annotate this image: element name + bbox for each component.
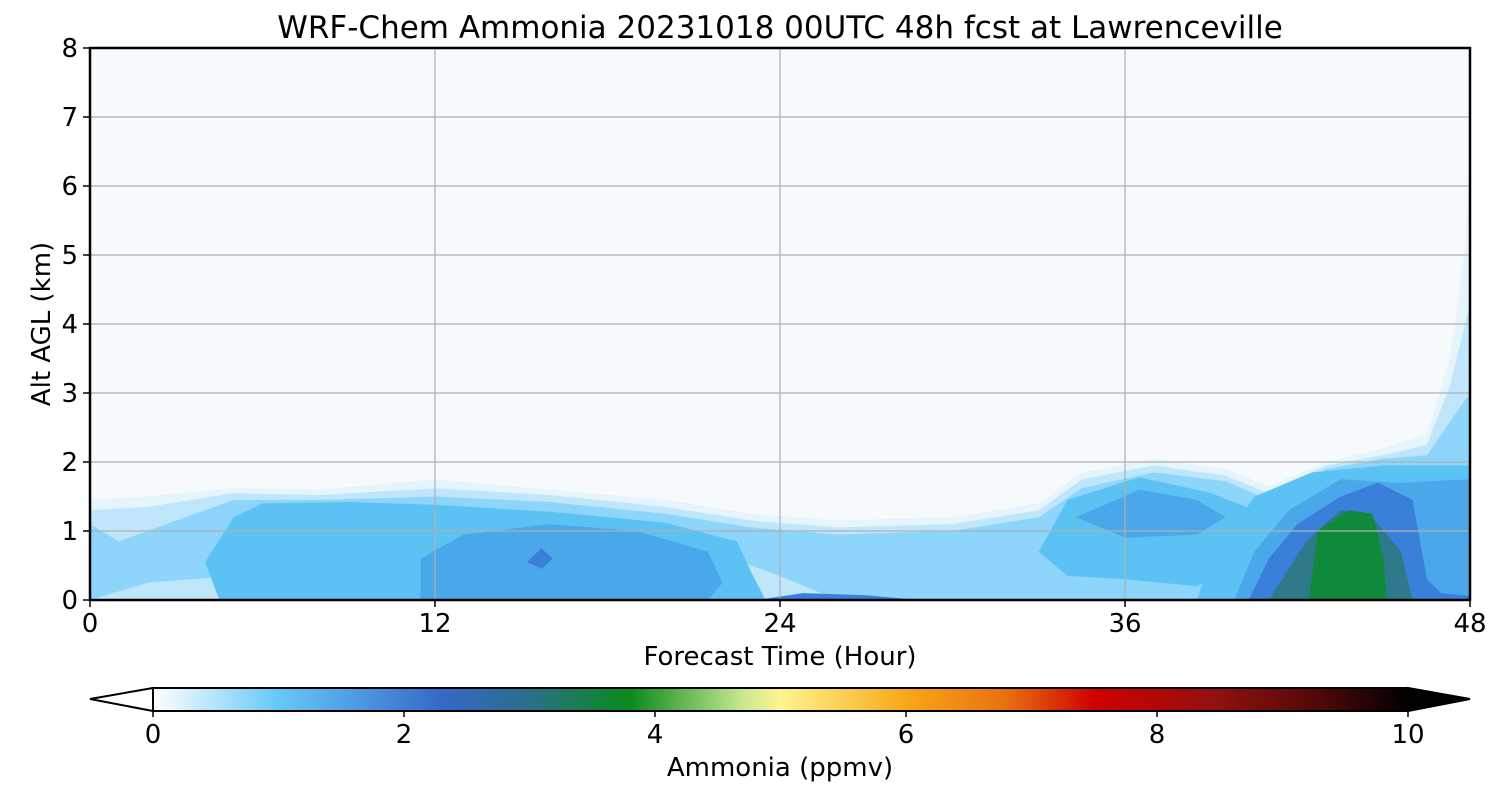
y-tick-label: 4: [61, 310, 78, 340]
colorbar-gradient: [152, 687, 1409, 712]
x-axis-label: Forecast Time (Hour): [643, 642, 916, 672]
y-axis-label: Alt AGL (km): [27, 242, 57, 406]
colorbar-label: Ammonia (ppmv): [667, 753, 893, 783]
y-tick-label: 6: [61, 172, 78, 202]
contour-region-green: [1309, 510, 1387, 600]
colorbar-tick-label: 2: [396, 720, 413, 750]
colorbar: 0 2 4 6 8 10 Ammonia (ppmv): [89, 686, 1471, 783]
x-tick-label: 12: [418, 609, 451, 639]
colorbar-tick-label: 10: [1391, 720, 1424, 750]
contour-region-blue: [1076, 489, 1226, 538]
y-axis-ticks: 0 1 2 3 4 5 6 7 8: [61, 34, 90, 616]
contour-region-blue: [420, 524, 723, 600]
contour-region-darkblue: [757, 593, 918, 600]
x-tick-label: 24: [763, 609, 796, 639]
y-tick-label: 7: [61, 103, 78, 133]
colorbar-tick-label: 0: [145, 720, 162, 750]
y-tick-label: 3: [61, 379, 78, 409]
y-tick-label: 0: [61, 586, 78, 616]
x-tick-label: 36: [1108, 609, 1141, 639]
y-tick-label: 8: [61, 34, 78, 64]
colorbar-tick-label: 6: [898, 720, 915, 750]
x-tick-label: 0: [82, 609, 99, 639]
y-tick-label: 5: [61, 241, 78, 271]
x-tick-label: 48: [1453, 609, 1486, 639]
colorbar-max-extend: [1407, 686, 1471, 713]
colorbar-tick-label: 4: [647, 720, 664, 750]
contour-region-light: [118, 594, 205, 600]
chart-title: WRF-Chem Ammonia 20231018 00UTC 48h fcst…: [277, 10, 1283, 46]
y-tick-label: 2: [61, 448, 78, 478]
y-tick-label: 1: [61, 517, 78, 547]
contour-region-darkblue: [527, 548, 553, 569]
colorbar-min-extend: [89, 686, 154, 713]
colorbar-ticks: 0 2 4 6 8 10: [145, 711, 1425, 750]
colorbar-tick-label: 8: [1149, 720, 1166, 750]
x-axis-ticks: 0 12 24 36 48: [82, 600, 1487, 639]
